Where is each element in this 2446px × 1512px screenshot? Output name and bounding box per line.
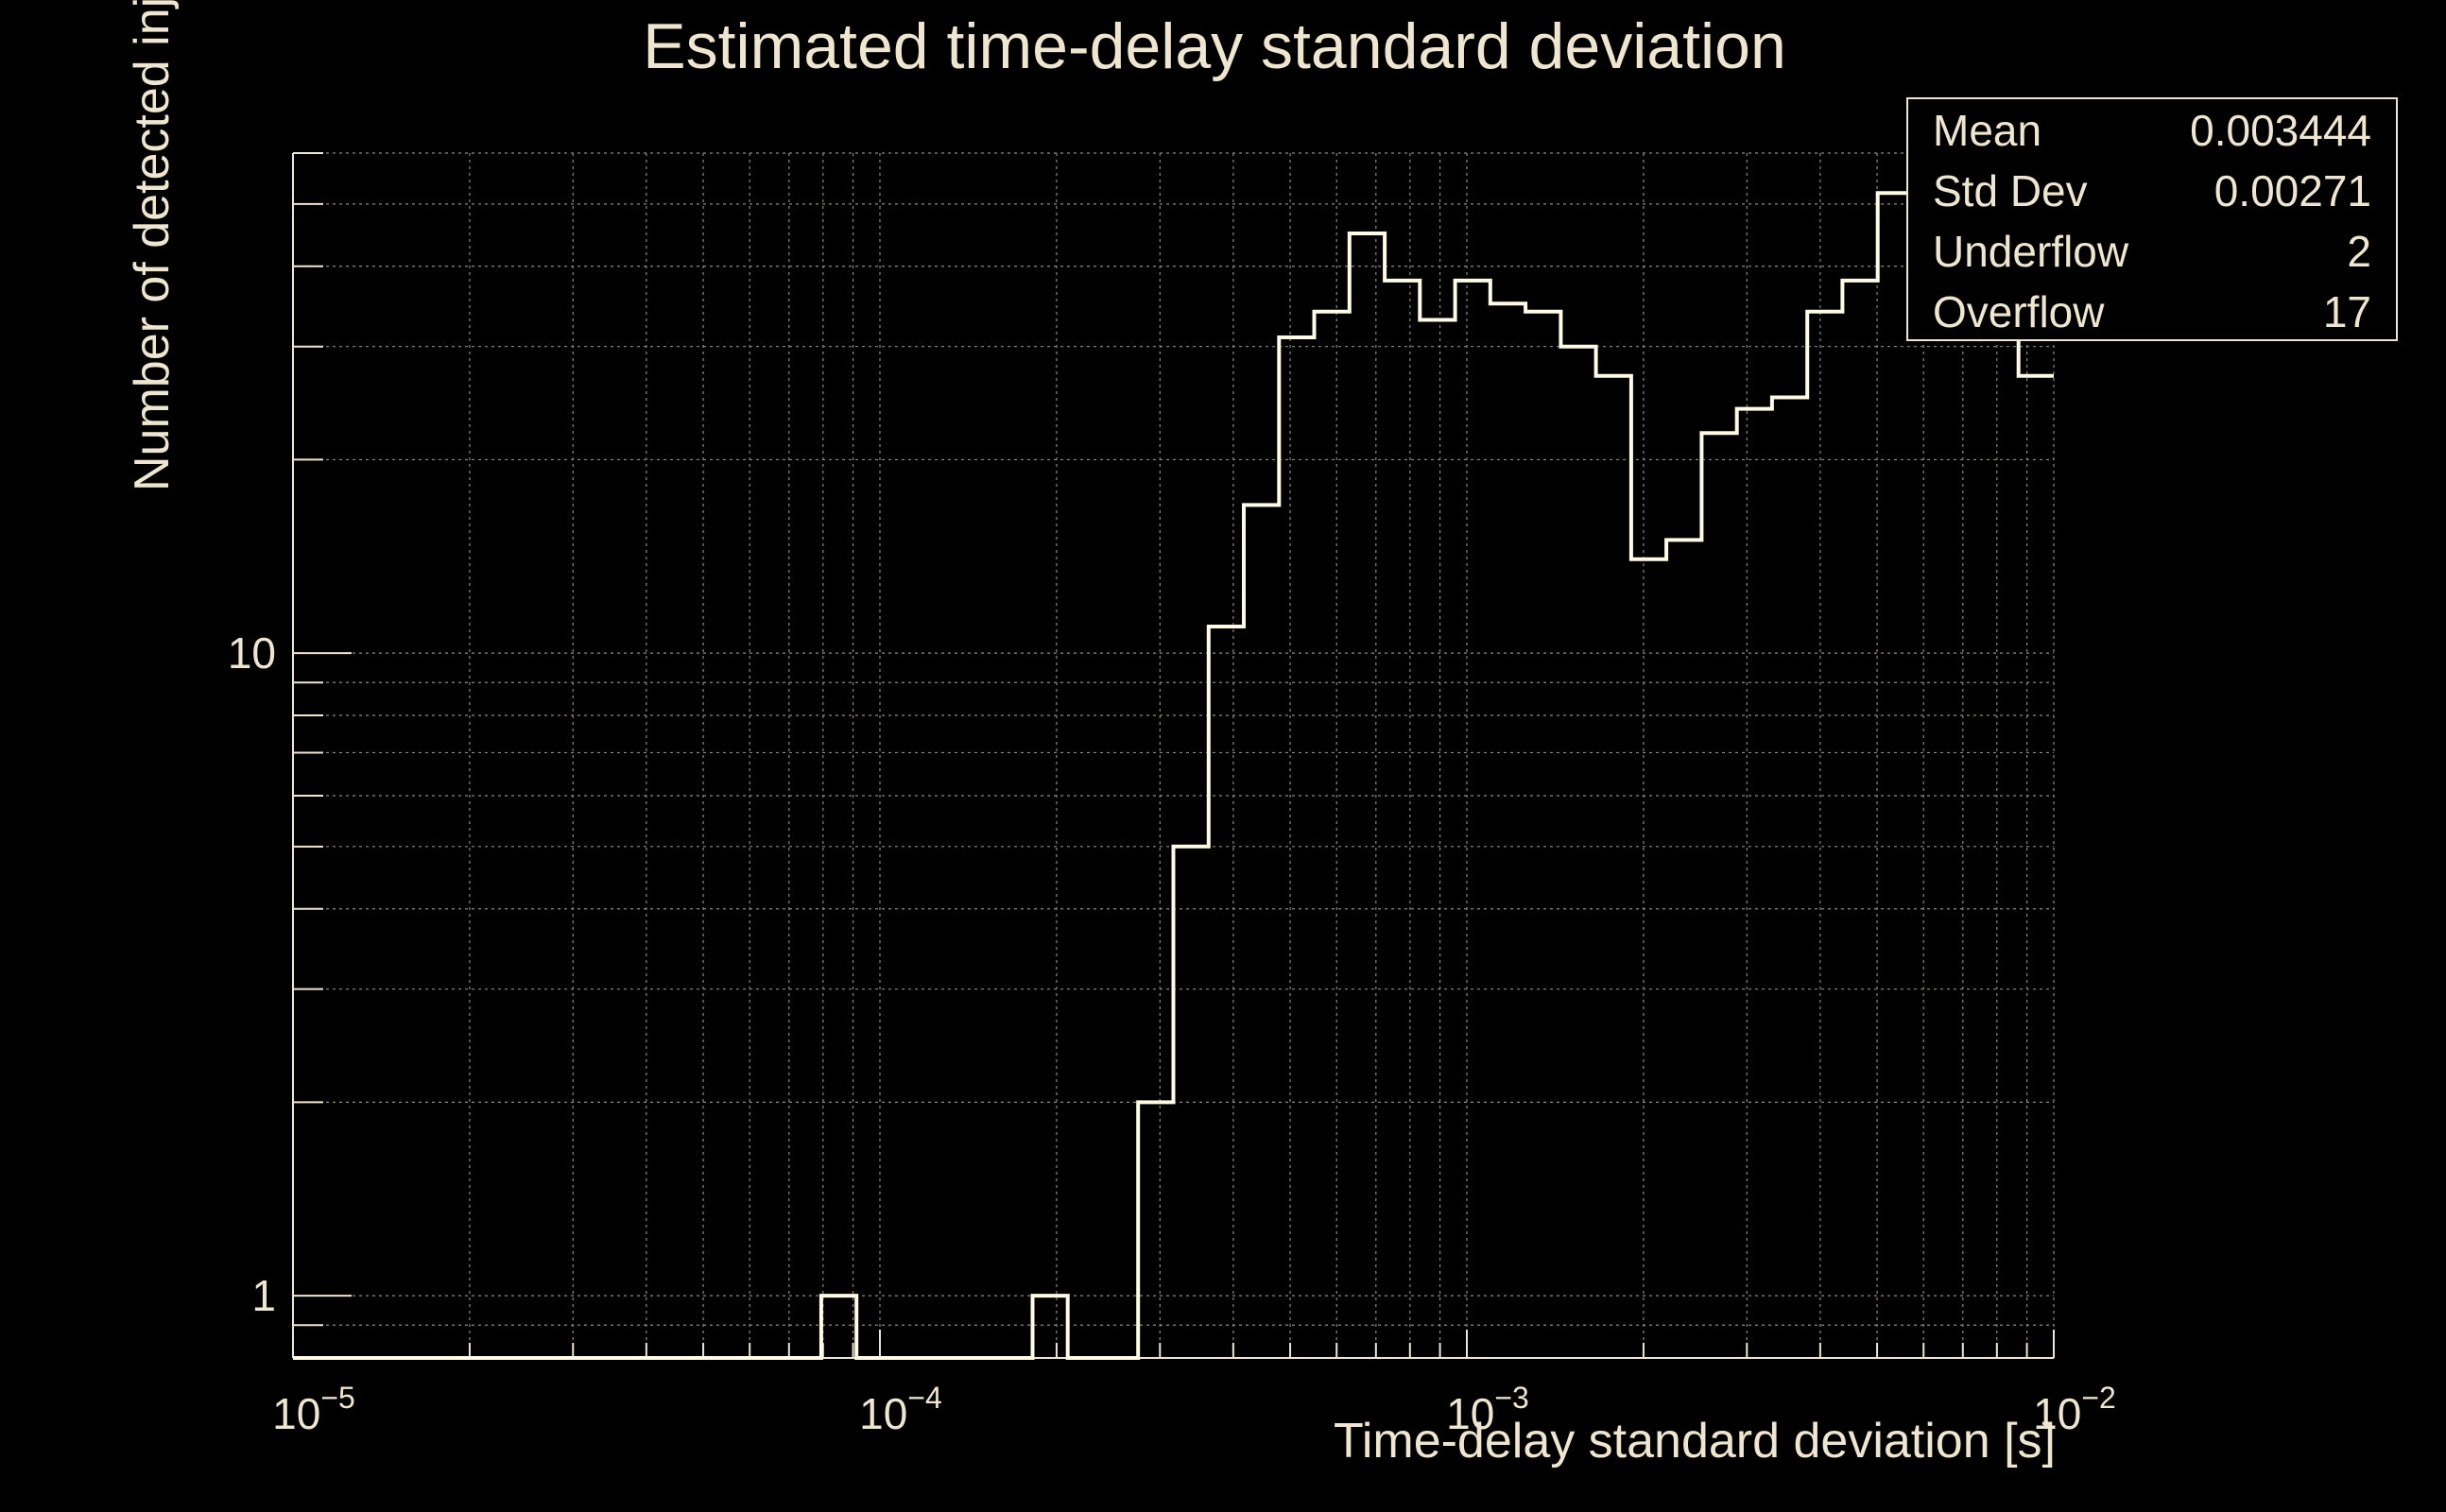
chart-title: Estimated time-delay standard deviation [643, 10, 1786, 82]
stats-value: 0.003444 [2190, 106, 2371, 155]
stats-box-frame [1906, 97, 2398, 341]
stats-value: 17 [2323, 287, 2371, 336]
y-tick-label: 1 [251, 1271, 276, 1320]
x-tick-label: 10−2 [2033, 1381, 2116, 1438]
x-tick-labels: 10−5 10−4 10−3 10−2 [272, 1381, 2116, 1438]
x-axis-label: Time-delay standard deviation [s] [1334, 1414, 2056, 1469]
y-axis-label: Number of detected injections [125, 0, 180, 491]
x-tick-label: 10−4 [859, 1381, 942, 1438]
x-tick-label: 10−5 [272, 1381, 355, 1438]
y-tick-labels: 1 10 [228, 628, 276, 1320]
histogram-line [293, 161, 2054, 1360]
x-tick-label: 10−3 [1446, 1381, 1529, 1438]
stats-label: Std Dev [1933, 166, 2088, 215]
plot-frame [292, 153, 2054, 1359]
stats-value: 0.00271 [2214, 166, 2371, 215]
grid [292, 152, 2055, 1359]
y-tick-label: 10 [228, 628, 276, 678]
stats-label: Underflow [1933, 227, 2129, 276]
stats-value: 2 [2347, 227, 2371, 276]
stats-label: Overflow [1933, 287, 2105, 336]
axis-ticks [292, 152, 2055, 1359]
stats-label: Mean [1933, 106, 2041, 155]
stats-box: Mean 0.003444 Std Dev 0.00271 Underflow 2 Over… [1906, 97, 2398, 341]
